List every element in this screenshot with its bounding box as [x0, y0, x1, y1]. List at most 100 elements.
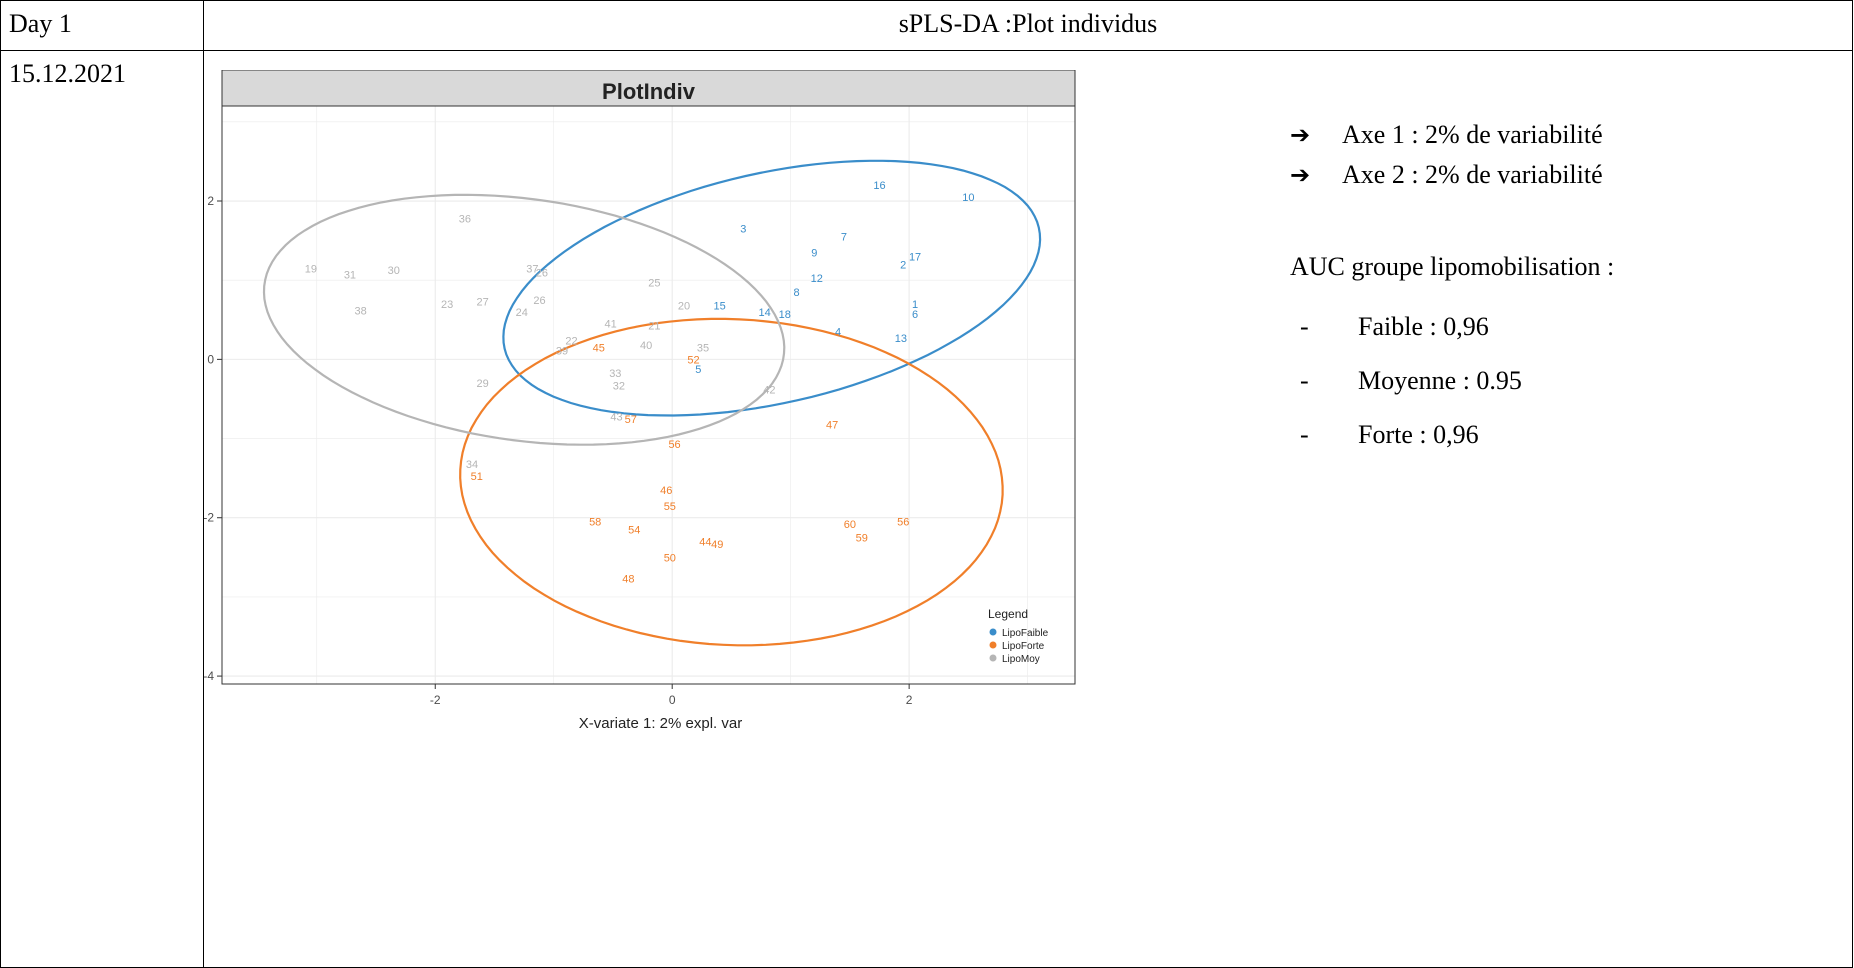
point-label: 22: [565, 335, 577, 347]
legend-entry: LipoFaible: [1002, 628, 1049, 639]
point-label: 23: [441, 299, 453, 311]
axis-note-1: ➔ Axe 1 : 2% de variabilité: [1290, 120, 1603, 150]
header-cell: sPLS-DA :Plot individus: [203, 0, 1853, 51]
point-label: 8: [794, 287, 800, 299]
point-label: 26: [533, 295, 545, 307]
point-label: 15: [713, 301, 725, 313]
point-label: 34: [466, 459, 478, 471]
point-label: 41: [604, 319, 616, 331]
point-label: 18: [779, 309, 791, 321]
legend-entry: LipoForte: [1002, 641, 1045, 652]
point-label: 51: [471, 471, 483, 483]
x-tick-label: 0: [669, 693, 676, 707]
legend-marker: [989, 654, 997, 662]
confidence-ellipse-lipomoy: [262, 193, 786, 446]
right-arrow-icon: ➔: [1290, 161, 1311, 189]
point-label: 24: [516, 307, 528, 319]
point-label: 13: [895, 333, 907, 345]
auc-item-moyenne-text: Moyenne : 0.95: [1358, 366, 1522, 395]
bullet-dash: -: [1300, 420, 1309, 449]
point-label: 2: [900, 259, 906, 271]
point-label: 21: [648, 320, 660, 332]
y-tick-label: 0: [207, 352, 214, 366]
panel-border: [221, 105, 1076, 685]
legend-entry: LipoMoy: [1002, 654, 1040, 665]
auc-item-forte: - Forte : 0,96: [1290, 420, 1479, 450]
point-label: 58: [589, 517, 601, 529]
point-label: 48: [622, 574, 634, 586]
point-label: 4: [835, 327, 841, 339]
legend-title: Legend: [988, 607, 1028, 621]
point-label: 50: [664, 552, 676, 564]
point-label: 39: [556, 346, 568, 358]
point-label: 54: [628, 525, 640, 537]
axis-note-2-text: Axe 2 : 2% de variabilité: [1342, 160, 1603, 189]
legend-marker: [989, 641, 997, 649]
point-label: 47: [826, 419, 838, 431]
point-label: 17: [909, 251, 921, 263]
chart-title: PlotIndiv: [602, 79, 696, 104]
point-label: 31: [344, 270, 356, 282]
point-label: 30: [388, 265, 400, 277]
date-cell: 15.12.2021: [0, 50, 204, 968]
point-label: 59: [856, 533, 868, 545]
point-label: 27: [477, 297, 489, 309]
point-label: 56: [668, 439, 680, 451]
x-tick-label: -2: [430, 693, 441, 707]
x-axis-label: X-variate 1: 2% expl. var: [579, 715, 742, 732]
point-label: 32: [613, 380, 625, 392]
point-label: 20: [678, 301, 690, 313]
point-label: 1: [912, 299, 918, 311]
point-label: 55: [664, 501, 676, 513]
point-label: 38: [354, 305, 366, 317]
confidence-ellipse-lipofaible: [502, 159, 1042, 417]
auc-item-moyenne: - Moyenne : 0.95: [1290, 366, 1522, 396]
legend-marker: [989, 628, 997, 636]
auc-item-faible-text: Faible : 0,96: [1358, 312, 1489, 341]
point-label: 44: [699, 536, 711, 548]
point-label: 56: [897, 517, 909, 529]
point-label: 45: [593, 342, 605, 354]
x-tick-label: 2: [906, 693, 913, 707]
point-label: 29: [477, 378, 489, 390]
date-label: 15.12.2021: [9, 59, 126, 88]
y-tick-label: -2: [203, 511, 214, 525]
y-tick-label: -4: [203, 669, 214, 683]
point-label: 7: [841, 232, 847, 244]
point-label: 49: [711, 539, 723, 551]
confidence-ellipse-lipoforte: [459, 317, 1004, 647]
point-label: 10: [962, 192, 974, 204]
day-label: Day 1: [9, 9, 72, 38]
point-label: 5: [695, 364, 701, 376]
point-label: 37: [526, 263, 538, 275]
point-label: 16: [873, 180, 885, 192]
day-cell: Day 1: [0, 0, 204, 51]
point-label: 3: [740, 224, 746, 236]
point-label: 43: [610, 411, 622, 423]
point-label: 25: [648, 278, 660, 290]
point-label: 60: [844, 519, 856, 531]
bullet-dash: -: [1300, 366, 1309, 395]
point-label: 19: [305, 263, 317, 275]
auc-item-forte-text: Forte : 0,96: [1358, 420, 1479, 449]
point-label: 57: [625, 414, 637, 426]
bullet-dash: -: [1300, 312, 1309, 341]
point-label: 35: [697, 342, 709, 354]
point-label: 42: [763, 384, 775, 396]
auc-title: AUC groupe lipomobilisation :: [1290, 252, 1615, 281]
point-label: 46: [660, 485, 672, 497]
point-label: 14: [758, 307, 770, 319]
point-label: 9: [811, 247, 817, 259]
auc-item-faible: - Faible : 0,96: [1290, 312, 1489, 342]
point-label: 12: [811, 273, 823, 285]
point-label: 26: [536, 267, 548, 279]
y-tick-label: 2: [207, 194, 214, 208]
plot-panel: [222, 106, 1075, 684]
point-label: 52: [687, 354, 699, 366]
point-label: 40: [640, 340, 652, 352]
right-arrow-icon: ➔: [1290, 121, 1311, 149]
point-label: 36: [459, 213, 471, 225]
axis-note-2: ➔ Axe 2 : 2% de variabilité: [1290, 160, 1603, 190]
header-title: sPLS-DA :Plot individus: [898, 9, 1158, 38]
